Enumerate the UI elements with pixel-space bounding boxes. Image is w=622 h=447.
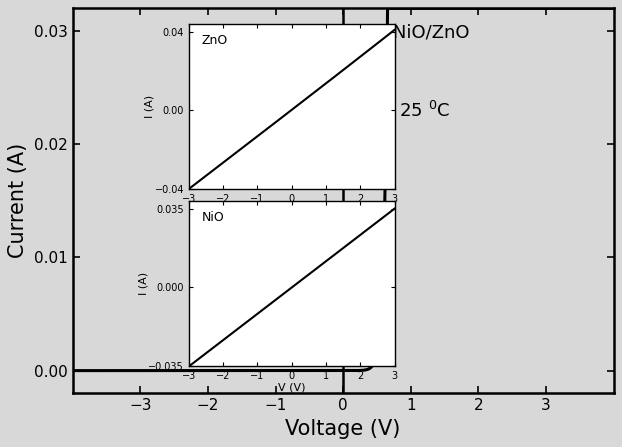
- Text: T = 25 $\mathregular{^0}$C: T = 25 $\mathregular{^0}$C: [362, 101, 450, 121]
- Y-axis label: Current (A): Current (A): [8, 143, 29, 258]
- Text: (a): (a): [362, 24, 391, 42]
- Text: (a) NiO/ZnO: (a) NiO/ZnO: [362, 24, 470, 42]
- X-axis label: Voltage (V): Voltage (V): [285, 419, 401, 439]
